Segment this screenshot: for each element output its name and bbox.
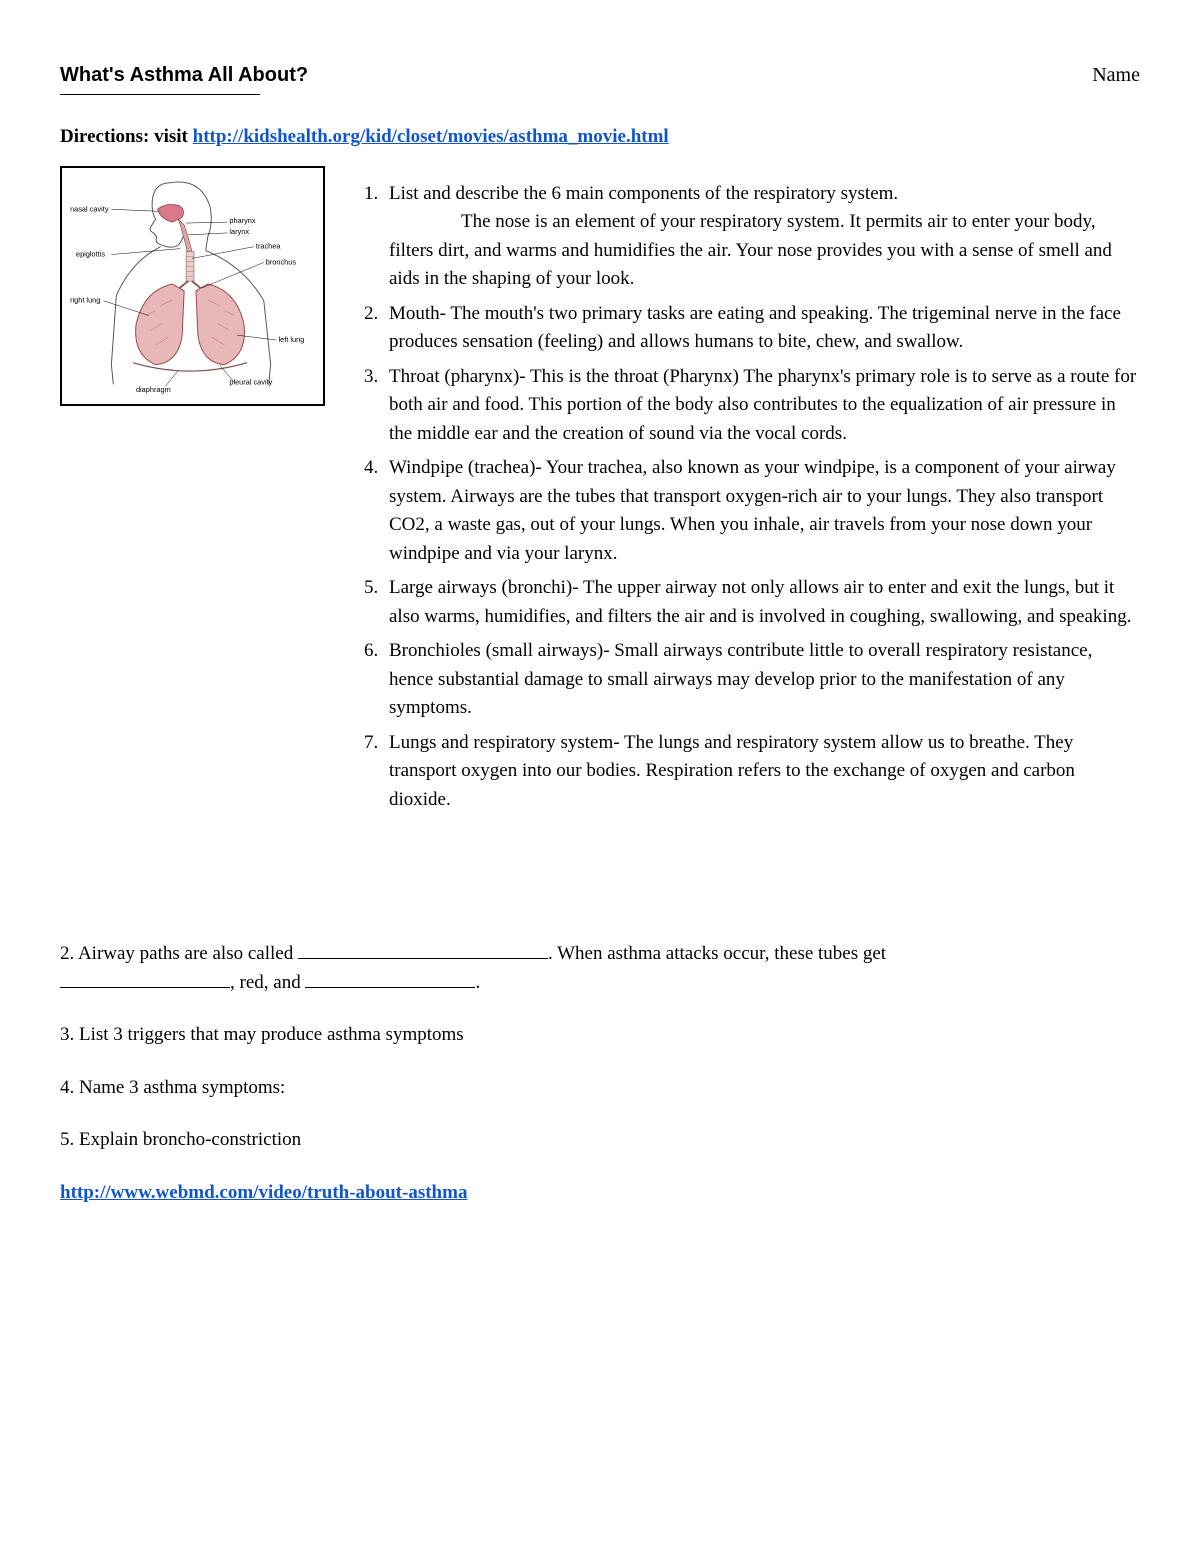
label-bronchus: bronchus bbox=[266, 257, 297, 266]
main-list: List and describe the 6 main components … bbox=[353, 180, 1140, 815]
content-wrap: nasal cavity pharynx larynx trachea bron… bbox=[60, 162, 1140, 821]
answer-1: The nose is an element of your respirato… bbox=[389, 208, 1140, 294]
label-epiglottis: epiglottis bbox=[76, 249, 105, 258]
question-4: 4. Name 3 asthma symptoms: bbox=[60, 1074, 1140, 1103]
list-item: Large airways (bronchi)- The upper airwa… bbox=[383, 574, 1140, 631]
answer-7: Lungs and respiratory system- The lungs … bbox=[389, 732, 1075, 810]
list-item: Windpipe (trachea)- Your trachea, also k… bbox=[383, 454, 1140, 568]
label-nasal-cavity: nasal cavity bbox=[70, 204, 109, 213]
answers: List and describe the 6 main components … bbox=[353, 162, 1140, 821]
answer-5: Large airways (bronchi)- The upper airwa… bbox=[389, 577, 1131, 627]
question-3: 3. List 3 triggers that may produce asth… bbox=[60, 1021, 1140, 1050]
label-right-lung: right lung bbox=[70, 295, 100, 304]
list-item: Mouth- The mouth's two primary tasks are… bbox=[383, 300, 1140, 357]
label-left-lung: left lung bbox=[279, 335, 305, 344]
label-pleural: pleural cavity bbox=[229, 377, 272, 386]
q1-prompt: List and describe the 6 main components … bbox=[389, 183, 898, 204]
answer-4: Windpipe (trachea)- Your trachea, also k… bbox=[389, 457, 1116, 564]
directions-link[interactable]: http://kidshealth.org/kid/closet/movies/… bbox=[193, 126, 669, 147]
question-2: 2. Airway paths are also called . When a… bbox=[60, 940, 1140, 997]
page-title: What's Asthma All About? bbox=[60, 60, 308, 90]
list-item: List and describe the 6 main components … bbox=[383, 180, 1140, 294]
directions: Directions: visit http://kidshealth.org/… bbox=[60, 123, 1140, 152]
answer-6: Bronchioles (small airways)- Small airwa… bbox=[389, 640, 1092, 718]
q2-part-d: . bbox=[475, 972, 480, 993]
questions-block: 2. Airway paths are also called . When a… bbox=[60, 940, 1140, 1207]
q2-part-c: , red, and bbox=[230, 972, 305, 993]
label-trachea: trachea bbox=[256, 241, 281, 250]
respiratory-diagram: nasal cavity pharynx larynx trachea bron… bbox=[60, 166, 325, 406]
label-pharynx: pharynx bbox=[229, 216, 256, 225]
q2-part-b: . When asthma attacks occur, these tubes… bbox=[548, 943, 886, 964]
blank bbox=[305, 987, 475, 988]
title-underline bbox=[60, 94, 260, 95]
header: What's Asthma All About? Name bbox=[60, 60, 1140, 90]
label-diaphragm: diaphragm bbox=[136, 385, 171, 394]
question-5: 5. Explain broncho-constriction bbox=[60, 1126, 1140, 1155]
directions-prefix: Directions: visit bbox=[60, 126, 193, 147]
list-item: Bronchioles (small airways)- Small airwa… bbox=[383, 637, 1140, 723]
label-larynx: larynx bbox=[229, 226, 249, 235]
blank bbox=[60, 987, 230, 988]
answer-3: Throat (pharynx)- This is the throat (Ph… bbox=[389, 366, 1136, 444]
bottom-link[interactable]: http://www.webmd.com/video/truth-about-a… bbox=[60, 1182, 467, 1203]
list-item: Throat (pharynx)- This is the throat (Ph… bbox=[383, 363, 1140, 449]
blank bbox=[298, 958, 548, 959]
answer-2: Mouth- The mouth's two primary tasks are… bbox=[389, 303, 1121, 353]
q2-part-a: 2. Airway paths are also called bbox=[60, 943, 298, 964]
name-label: Name bbox=[1092, 60, 1140, 90]
list-item: Lungs and respiratory system- The lungs … bbox=[383, 729, 1140, 815]
